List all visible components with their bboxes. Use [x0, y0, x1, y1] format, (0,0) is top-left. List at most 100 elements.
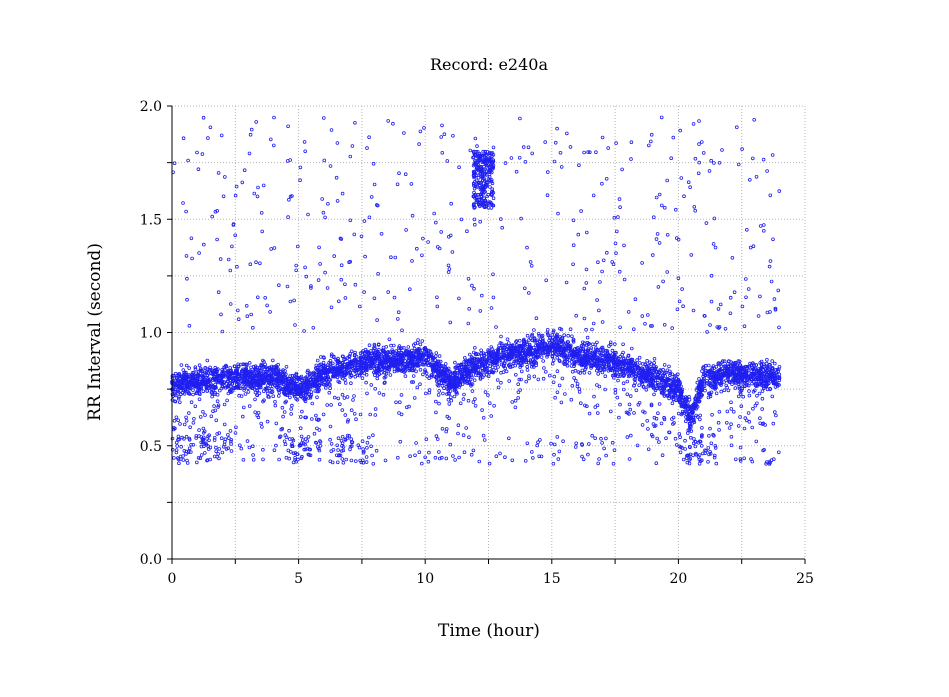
scatter-point — [648, 360, 652, 365]
scatter-point — [291, 451, 296, 456]
scatter-point — [424, 371, 429, 375]
scatter-point — [555, 390, 560, 395]
scatter-point — [437, 456, 442, 461]
scatter-point — [347, 357, 352, 362]
scatter-point — [747, 365, 751, 369]
scatter-point — [314, 417, 319, 422]
scatter-point — [323, 369, 328, 374]
scatter-point — [249, 382, 253, 387]
scatter-point — [344, 457, 349, 462]
scatter-point — [633, 365, 637, 370]
scatter-point — [434, 410, 438, 415]
scatter-point — [484, 366, 489, 371]
scatter-point — [643, 362, 647, 366]
scatter-point — [697, 391, 702, 395]
scatter-point — [677, 395, 682, 400]
scatter-point — [405, 364, 410, 369]
scatter-point — [296, 375, 301, 380]
scatter-point — [197, 428, 201, 432]
scatter-point — [424, 359, 428, 363]
scatter-point — [367, 359, 372, 364]
scatter-point — [687, 417, 692, 421]
scatter-point — [190, 372, 194, 377]
scatter-point — [464, 426, 469, 430]
scatter-point — [481, 351, 486, 356]
scatter-point — [741, 394, 745, 399]
scatter-point — [242, 388, 246, 392]
scatter-point — [518, 354, 522, 359]
scatter-point — [184, 363, 189, 368]
scatter-point — [576, 370, 581, 374]
scatter-point — [265, 419, 270, 424]
scatter-point — [697, 461, 702, 466]
scatter-point — [727, 426, 732, 430]
scatter-point — [305, 370, 310, 375]
scatter-point — [673, 436, 678, 441]
scatter-point — [646, 371, 650, 376]
scatter-point — [474, 352, 479, 356]
scatter-point — [687, 453, 691, 458]
scatter-point — [427, 390, 432, 395]
scatter-point — [771, 457, 776, 462]
scatter-point — [744, 374, 749, 378]
scatter-point — [536, 331, 541, 336]
scatter-point — [329, 352, 334, 357]
scatter-point — [397, 411, 401, 415]
scatter-point — [445, 392, 449, 396]
scatter-point — [607, 344, 611, 348]
scatter-point — [714, 382, 719, 386]
scatter-point — [678, 450, 683, 455]
scatter-point — [295, 386, 300, 391]
scatter-point — [736, 375, 741, 380]
scatter-point — [763, 378, 768, 383]
scatter-point — [458, 379, 463, 383]
scatter-point — [594, 368, 599, 373]
scatter-point — [194, 436, 199, 440]
scatter-point — [456, 423, 461, 428]
scatter-point — [182, 370, 187, 375]
scatter-point — [625, 392, 630, 397]
scatter-point — [633, 374, 637, 378]
scatter-point — [641, 384, 646, 389]
scatter-point — [667, 430, 671, 435]
scatter-point — [365, 440, 370, 445]
scatter-point — [412, 396, 417, 400]
scatter-point — [213, 390, 217, 395]
scatter-point — [566, 346, 571, 351]
scatter-point — [420, 358, 424, 362]
scatter-point — [601, 351, 606, 356]
scatter-point — [283, 400, 288, 405]
scatter-point — [397, 353, 402, 358]
scatter-point — [522, 337, 526, 342]
scatter-point — [650, 381, 654, 386]
scatter-point — [327, 369, 331, 374]
scatter-point — [236, 372, 241, 376]
scatter-point — [726, 371, 731, 376]
scatter-point — [322, 376, 327, 381]
scatter-point — [595, 411, 600, 415]
scatter-point — [462, 369, 467, 374]
scatter-point — [671, 397, 676, 402]
scatter-point — [717, 368, 721, 373]
scatter-point — [535, 350, 539, 355]
scatter-point — [674, 379, 678, 384]
scatter-point — [447, 402, 452, 406]
scatter-point — [710, 366, 715, 370]
scatter-point — [399, 393, 404, 397]
scatter-point — [276, 367, 281, 372]
scatter-point — [199, 380, 204, 385]
scatter-point — [649, 402, 654, 407]
scatter-point — [547, 373, 552, 378]
scatter-point — [695, 415, 700, 419]
scatter-point — [586, 342, 591, 347]
scatter-point — [369, 363, 373, 368]
scatter-point — [684, 404, 689, 409]
scatter-point — [570, 351, 575, 356]
scatter-point — [441, 373, 446, 377]
scatter-point — [271, 365, 276, 369]
scatter-point — [277, 435, 282, 440]
scatter-point — [501, 370, 506, 374]
scatter-point — [554, 352, 558, 357]
scatter-point — [699, 384, 703, 389]
scatter-point — [239, 446, 244, 451]
